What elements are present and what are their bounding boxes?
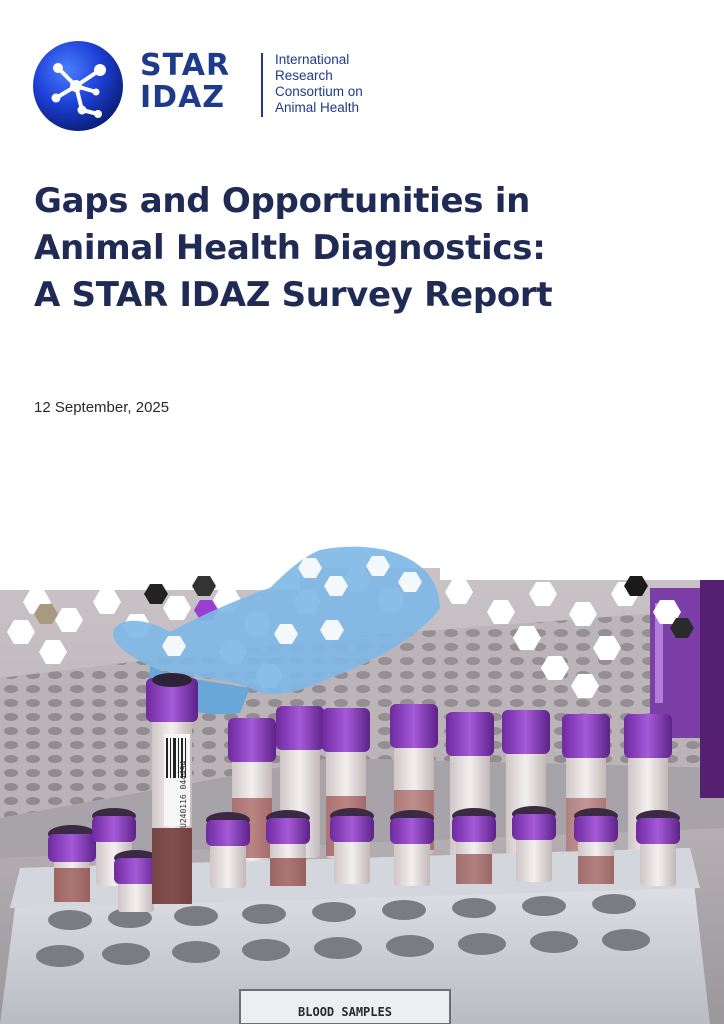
tube-barcode-text: U240116 044494 (179, 760, 188, 828)
tagline-line: Animal Health (275, 100, 360, 115)
logo-tagline: International Research Consortium on Ani… (275, 52, 363, 116)
logo-divider (261, 53, 263, 117)
tagline-line: Consortium on (275, 84, 363, 99)
title-line: A STAR IDAZ Survey Report (34, 275, 553, 315)
wordmark-line: IDAZ (140, 80, 226, 115)
title-line: Gaps and Opportunities in (34, 181, 531, 221)
cover-photo-blood-samples: U240116 044494 BLOOD SAMPLES (0, 528, 724, 1024)
report-title: Gaps and Opportunities in Animal Health … (34, 178, 694, 319)
rack-label-text: BLOOD SAMPLES (298, 1005, 392, 1019)
logo-wordmark: STAR IDAZ (140, 50, 230, 114)
tagline-line: International (275, 52, 350, 67)
star-idaz-logo: STAR IDAZ International Research Consort… (32, 40, 432, 135)
wordmark-line: STAR (140, 48, 231, 83)
molecule-network-icon (33, 41, 123, 131)
publication-date: 12 September, 2025 (34, 399, 170, 416)
tagline-line: Research (275, 68, 333, 83)
title-line: Animal Health Diagnostics: (34, 228, 546, 268)
